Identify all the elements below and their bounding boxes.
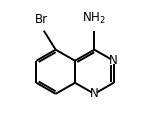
Text: N: N bbox=[109, 54, 118, 67]
Text: NH$_2$: NH$_2$ bbox=[82, 11, 106, 26]
Text: N: N bbox=[90, 87, 99, 100]
Text: Br: Br bbox=[35, 13, 48, 26]
